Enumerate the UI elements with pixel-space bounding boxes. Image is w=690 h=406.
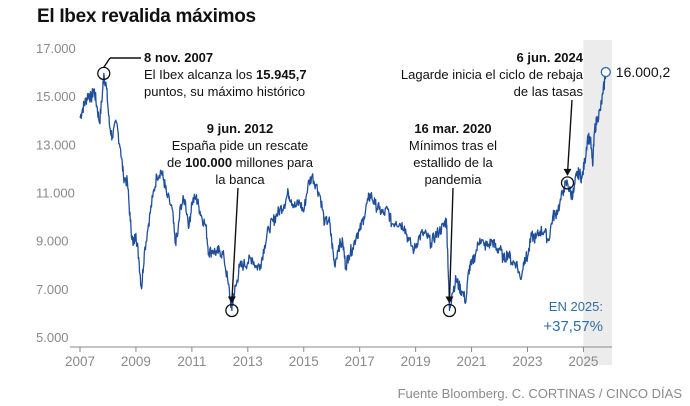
last-value-label: 16.000,2: [616, 64, 671, 80]
annotation-text: puntos, su máximo histórico: [144, 84, 305, 99]
annotation-date: 16 mar. 2020: [414, 121, 491, 136]
x-tick-label: 2017: [345, 354, 375, 369]
annotation-bold-text: 15.945,7: [256, 67, 307, 82]
annotation-text-part: Lagarde inicia el ciclo de rebaja: [401, 67, 584, 82]
annotation-text-part: estallido de la: [413, 155, 493, 170]
source-note: Fuente Bloomberg. C. CORTINAS / CINCO DÍ…: [397, 386, 682, 401]
ibex-series-line: [79, 72, 607, 312]
annotation-text-part: España pide un rescate: [172, 138, 309, 153]
ytd-change-label: EN 2025:: [549, 299, 603, 314]
annotation-leader: [448, 187, 454, 302]
annotation-arrowhead: [227, 296, 236, 304]
annotation-bold-text: 100.000: [185, 155, 232, 170]
annotation-marker: [97, 66, 111, 81]
annotation-text: Mínimos tras el: [409, 138, 497, 153]
y-tick-label: 5.000: [36, 330, 69, 345]
annotation-leader: [103, 57, 111, 68]
annotation-date: 6 jun. 2024: [517, 50, 584, 65]
x-tick-label: 2025: [568, 354, 598, 369]
annotation-arrowhead: [563, 168, 572, 176]
annotation-arrowhead: [445, 296, 454, 304]
x-tick-label: 2019: [401, 354, 431, 369]
annotation-text: El Ibex alcanza los 15.945,7: [144, 67, 307, 82]
annotation-text-part: de: [167, 155, 185, 170]
annotation-text: España pide un rescate: [172, 138, 309, 153]
annotation-leader: [231, 187, 239, 302]
annotation-text: pandemia: [424, 172, 482, 187]
x-tick-label: 2013: [233, 354, 263, 369]
annotation-text: de las tasas: [514, 84, 584, 99]
annotation-date: 8 nov. 2007: [144, 50, 213, 65]
annotation-text-part: millones para: [232, 155, 314, 170]
annotation-text: de 100.000 millones para: [167, 155, 314, 170]
annotation-text: Lagarde inicia el ciclo de rebaja: [401, 67, 584, 82]
annotation-date: 9 jun. 2012: [207, 121, 273, 136]
x-tick-label: 2007: [65, 354, 95, 369]
x-tick-label: 2023: [512, 354, 542, 369]
y-tick-label: 15.000: [36, 89, 76, 104]
annotation-text-part: Mínimos tras el: [409, 138, 497, 153]
y-tick-label: 11.000: [36, 186, 75, 201]
ytd-change-value: +37,57%: [543, 318, 603, 335]
y-tick-label: 9.000: [36, 234, 69, 249]
y-tick-label: 7.000: [36, 282, 69, 297]
annotation-text-part: pandemia: [424, 172, 482, 187]
chart-title: El Ibex revalida máximos: [37, 6, 256, 27]
x-tick-label: 2011: [177, 354, 206, 369]
annotation-leader: [566, 99, 573, 174]
y-tick-label: 17.000: [36, 41, 76, 56]
annotation-text-part: El Ibex alcanza los: [144, 67, 256, 82]
annotation-marker: [442, 303, 457, 318]
annotation-text-part: puntos, su máximo histórico: [144, 84, 305, 99]
annotation-text: estallido de la: [413, 155, 493, 170]
annotation-text-part: de las tasas: [514, 84, 584, 99]
last-value-marker: [600, 66, 611, 78]
x-tick-label: 2021: [457, 354, 487, 369]
annotation-text: la banca: [215, 172, 265, 187]
annotation-text-part: la banca: [215, 172, 265, 187]
annotation-marker: [560, 176, 575, 190]
x-tick-label: 2009: [121, 354, 151, 369]
year-2025-shade: [583, 40, 612, 365]
annotation-marker: [225, 303, 239, 318]
x-tick-label: 2015: [289, 354, 319, 369]
y-tick-label: 13.000: [36, 137, 76, 152]
